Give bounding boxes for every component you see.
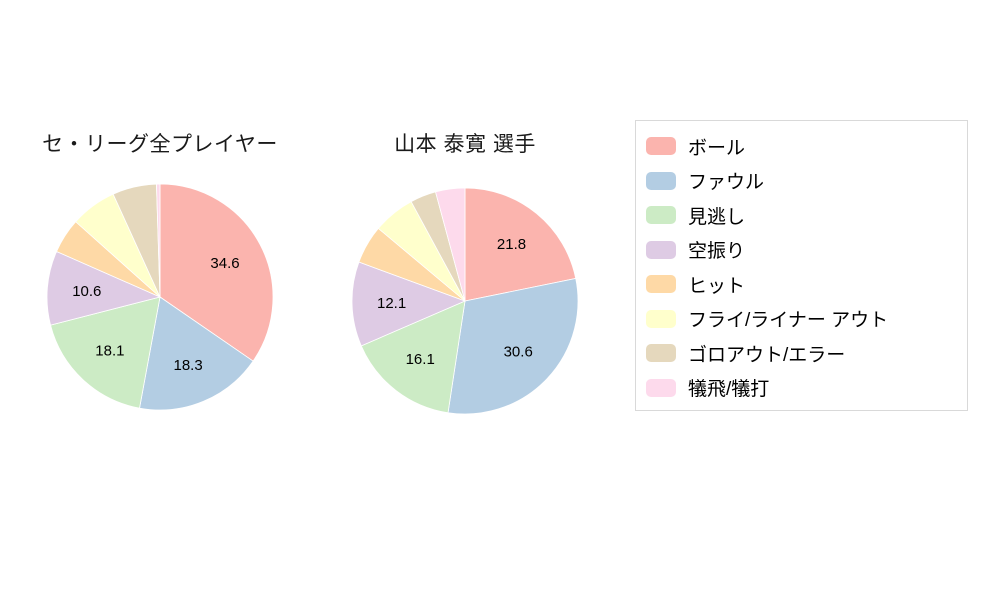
legend-item-label: ゴロアウト/エラー <box>688 344 846 366</box>
legend-color-swatch <box>646 240 676 259</box>
pie-slice <box>156 183 161 298</box>
pie-slice <box>464 187 577 302</box>
legend: ボール ファウル 見逃し 空振り ヒット フライ/ライナー アウト ゴロアウト/… <box>635 120 968 411</box>
legend-item: ファウル <box>636 164 967 199</box>
legend-item-label: ファウル <box>688 172 765 194</box>
pie-value-label: 34.6 <box>210 255 239 272</box>
legend-item: 空振り <box>636 233 967 268</box>
legend-item-label: フライ/ライナー アウト <box>688 310 889 332</box>
legend-item: ヒット <box>636 267 967 302</box>
legend-color-swatch <box>646 206 676 225</box>
legend-color-swatch <box>646 378 676 397</box>
legend-item-label: 空振り <box>688 241 746 263</box>
legend-color-swatch <box>646 137 676 156</box>
legend-item: 見逃し <box>636 198 967 233</box>
pie-slice <box>447 277 579 415</box>
legend-item: ゴロアウト/エラー <box>636 336 967 371</box>
pie-slice <box>360 300 466 414</box>
pie-slice <box>435 187 466 302</box>
league-chart-title: セ・リーグ全プレイヤー <box>42 133 278 156</box>
pie-slice <box>351 261 467 347</box>
legend-item: ボール <box>636 129 967 164</box>
legend-color-swatch <box>646 275 676 294</box>
pie-value-label: 18.3 <box>173 357 202 374</box>
legend-color-swatch <box>646 309 676 328</box>
legend-item-label: 犠飛/犠打 <box>688 379 770 401</box>
legend-color-swatch <box>646 344 676 363</box>
pie-chart-league: 34.6 18.3 18.1 10.6 <box>46 183 274 411</box>
legend-color-swatch <box>646 171 676 190</box>
pie-value-label: 30.6 <box>504 344 533 361</box>
legend-item: 犠飛/犠打 <box>636 371 967 406</box>
legend-item-label: 見逃し <box>688 206 746 228</box>
pie-value-label: 10.6 <box>72 283 101 300</box>
pie-slice <box>159 183 274 362</box>
pie-value-label: 16.1 <box>406 351 435 368</box>
pie-value-label: 21.8 <box>497 236 526 253</box>
pie-value-label: 18.1 <box>95 343 124 360</box>
pie-value-label: 12.1 <box>377 295 406 312</box>
pie-slice <box>46 250 162 326</box>
pie-chart-player: 21.8 30.6 16.1 12.1 <box>351 187 579 415</box>
pie-slice <box>139 296 254 411</box>
pie-slice <box>50 296 161 409</box>
player-chart-title: 山本 泰寛 選手 <box>394 133 536 156</box>
legend-item-label: ヒット <box>688 275 746 297</box>
legend-item-label: ボール <box>688 137 746 159</box>
legend-item: フライ/ライナー アウト <box>636 302 967 337</box>
